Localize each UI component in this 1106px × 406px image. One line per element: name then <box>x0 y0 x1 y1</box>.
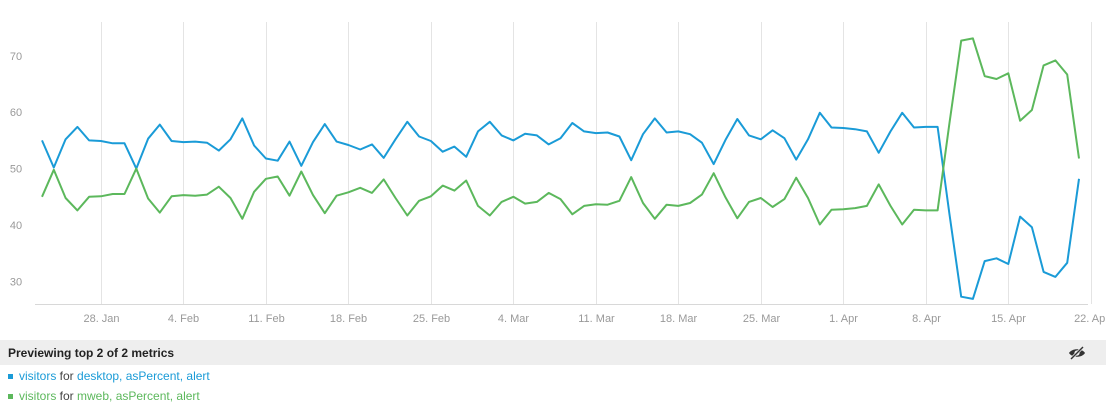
y-tick-label: 70 <box>10 51 22 63</box>
legend-item-mweb: visitors for mweb, asPercent, alert <box>8 386 210 406</box>
x-tick-label: 4. Mar <box>498 313 530 325</box>
metric-link[interactable]: visitors <box>19 369 57 383</box>
y-tick-label: 40 <box>10 220 22 232</box>
metric-legend: visitors for desktop, asPercent, alert v… <box>8 366 210 406</box>
x-tick-label: 15. Apr <box>991 313 1026 325</box>
x-tick-label: 25. Feb <box>413 313 450 325</box>
preview-bar: Previewing top 2 of 2 metrics <box>0 340 1106 365</box>
x-tick-label: 1. Apr <box>829 313 858 325</box>
eye-slash-icon[interactable] <box>1068 345 1086 360</box>
x-tick-label: 25. Mar <box>743 313 781 325</box>
x-tick-label: 11. Mar <box>578 313 615 325</box>
series-line-1 <box>41 37 1080 226</box>
legend-connector: for <box>56 369 78 383</box>
y-tick-label: 30 <box>10 276 22 288</box>
legend-swatch <box>8 373 13 379</box>
axis: 28. Jan 4. Feb 11. Feb 18. Feb 25. Feb 4. Mar… <box>10 51 1106 325</box>
x-tick-label: 11. Feb <box>248 313 285 325</box>
metric-link[interactable]: visitors <box>19 389 57 403</box>
x-tick-label: 8. Apr <box>912 313 941 325</box>
preview-title: Previewing top 2 of 2 metrics <box>8 345 175 360</box>
x-tick-label: 4. Feb <box>168 313 199 325</box>
legend-connector: for <box>56 389 78 403</box>
x-tick-label: 18. Feb <box>330 313 367 325</box>
dimension-link[interactable]: mweb, asPercent, alert <box>77 389 200 403</box>
series-line-0 <box>41 111 1080 300</box>
dimension-link[interactable]: desktop, asPercent, alert <box>77 369 210 383</box>
series-lines <box>41 37 1080 300</box>
x-tick-label: 28. Jan <box>83 313 119 325</box>
legend-swatch <box>8 393 13 399</box>
line-chart: 28. Jan 4. Feb 11. Feb 18. Feb 25. Feb 4. Mar… <box>10 22 1106 325</box>
y-tick-label: 50 <box>10 164 22 176</box>
grid-lines <box>101 22 1092 304</box>
legend-item-desktop: visitors for desktop, asPercent, alert <box>8 366 210 386</box>
x-tick-label: 18. Mar <box>660 313 698 325</box>
y-tick-label: 60 <box>10 107 22 119</box>
x-tick-label: 22. Apr <box>1074 313 1106 325</box>
